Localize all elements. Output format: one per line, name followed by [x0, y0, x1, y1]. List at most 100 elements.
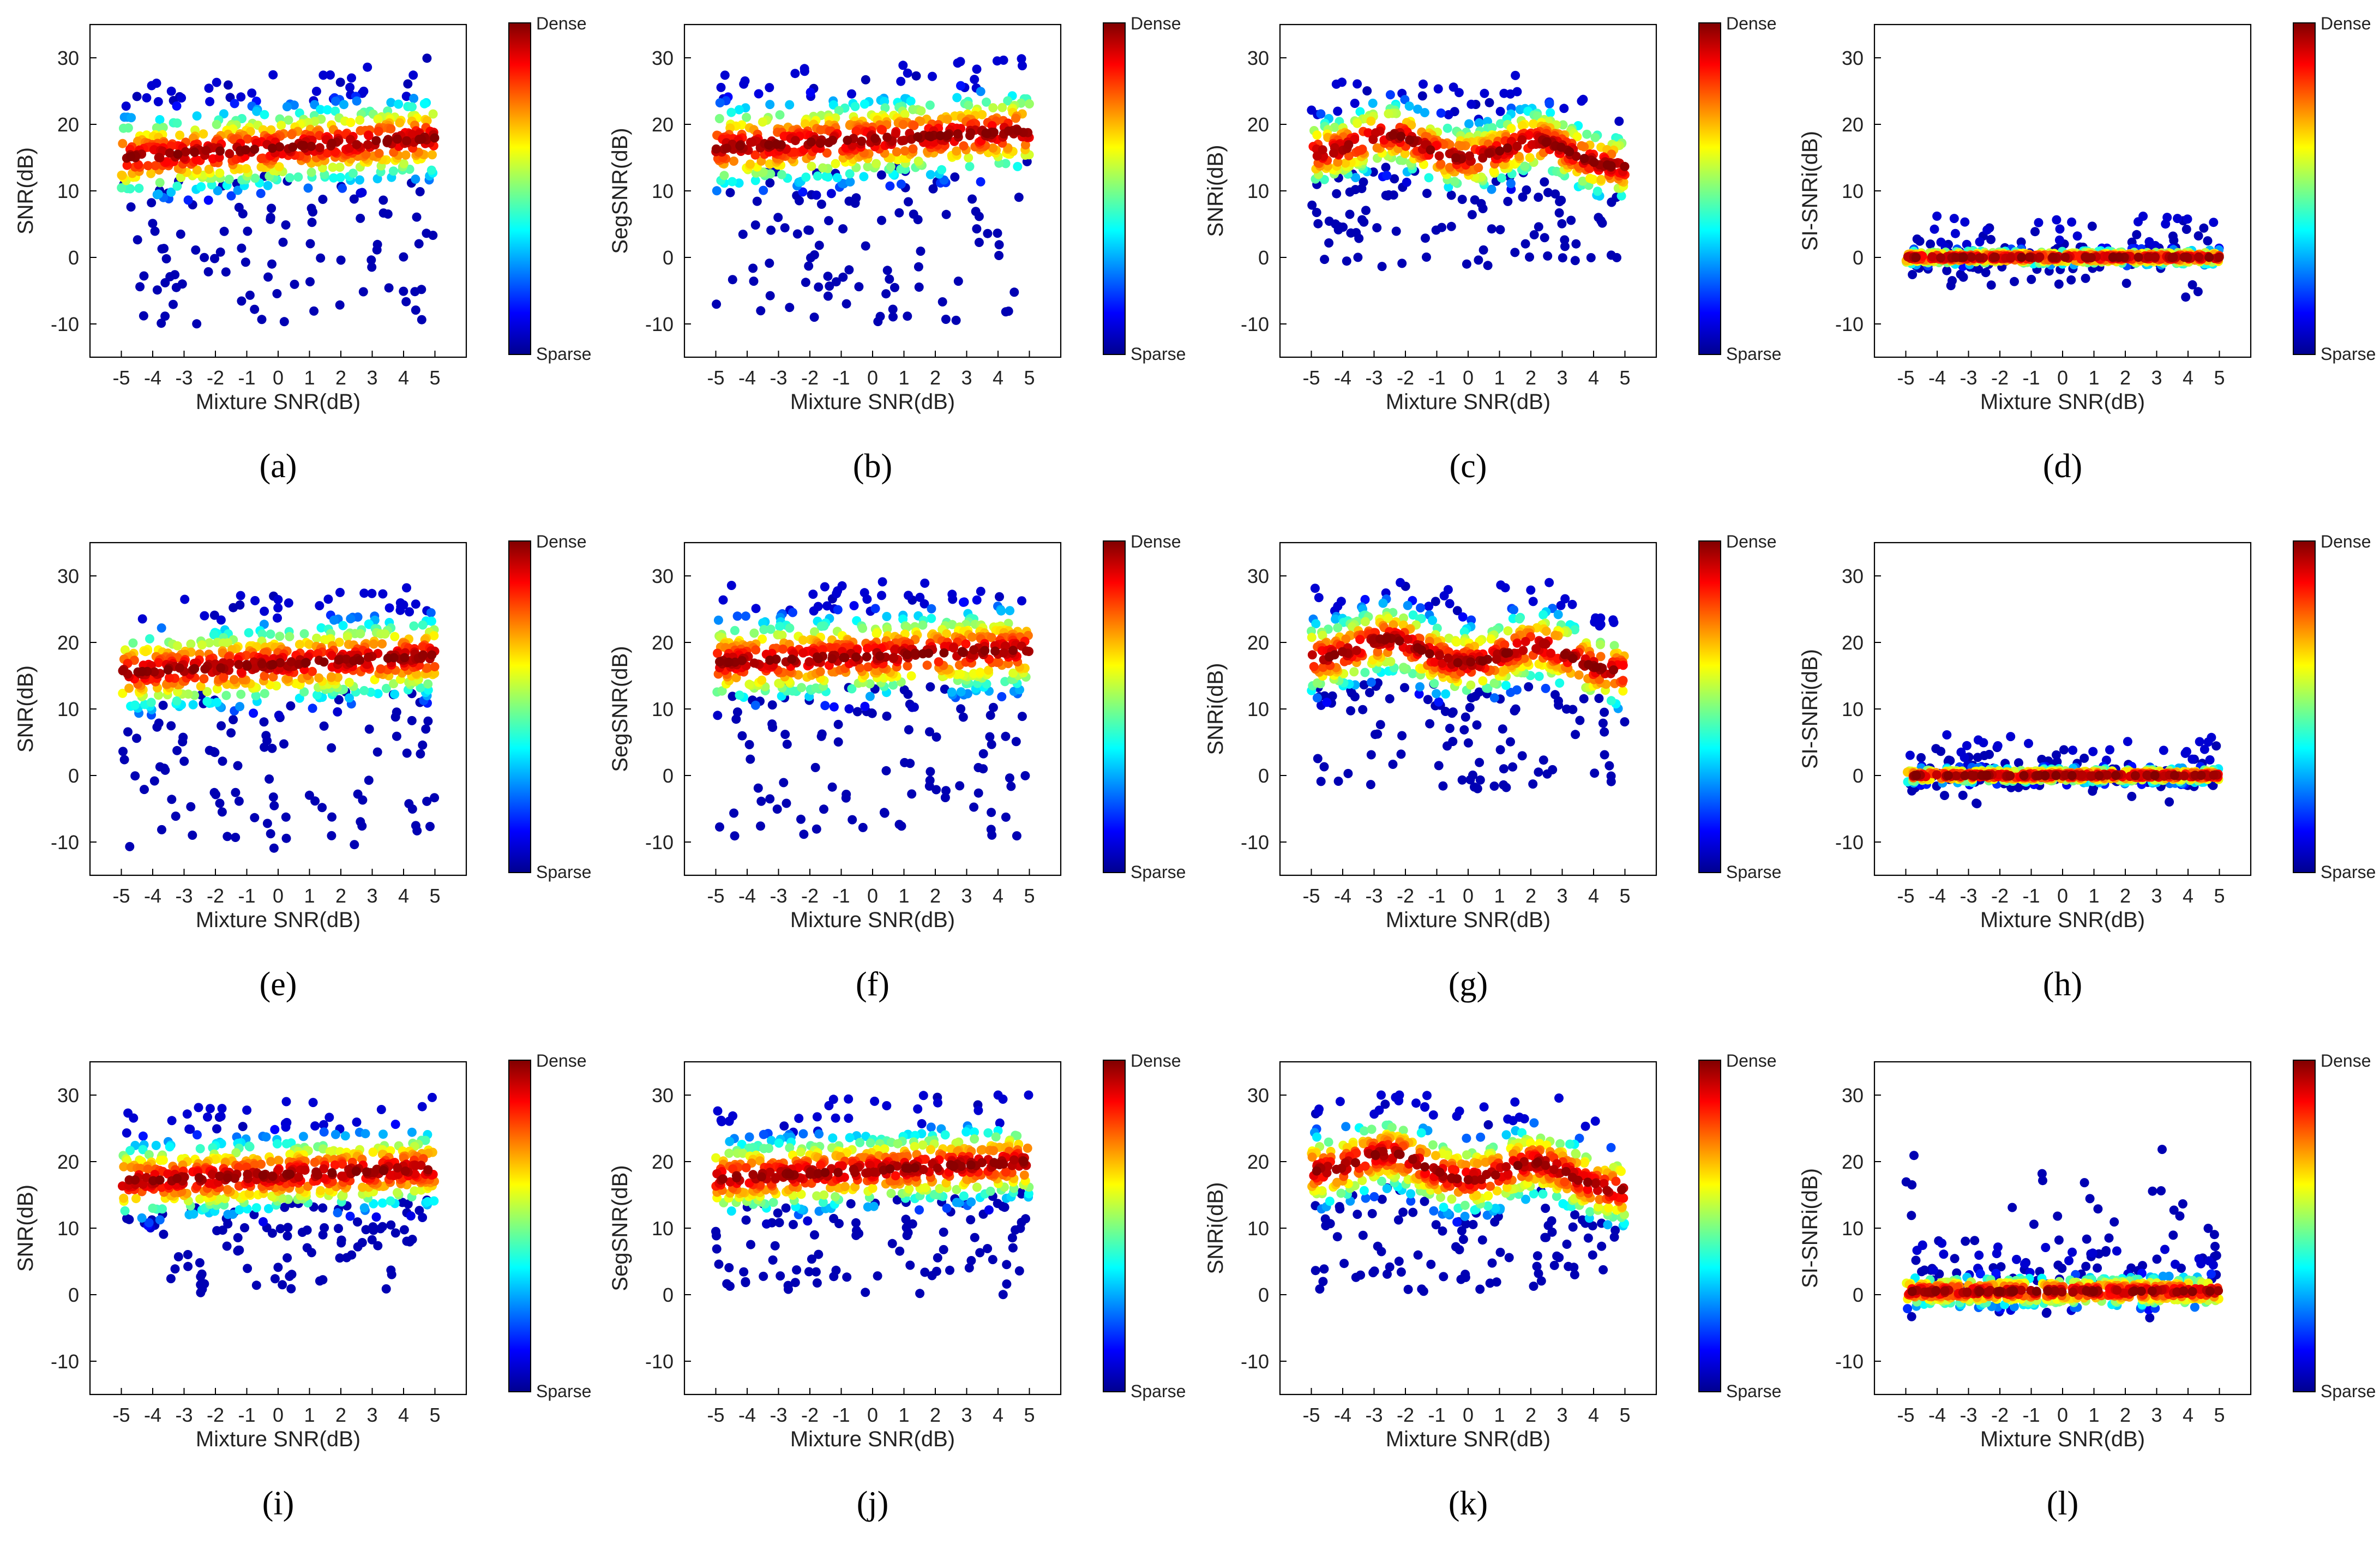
scatter-point [229, 603, 238, 612]
scatter-point [311, 87, 321, 96]
scatter-point [2108, 253, 2118, 262]
scatter-point [1451, 153, 1461, 163]
scatter-point [994, 251, 1004, 260]
scatter-point [1423, 695, 1433, 705]
scatter-point [913, 157, 923, 166]
scatter-point [250, 304, 260, 314]
scatter-point [1916, 753, 1926, 762]
scatter-point [2214, 252, 2224, 262]
scatter-point [1382, 634, 1392, 644]
scatter-point [1506, 179, 1516, 188]
scatter-point [1001, 731, 1011, 741]
scatter-point [916, 247, 925, 256]
scatter-point [1467, 210, 1477, 220]
x-axis-label: Mixture SNR(dB) [1386, 908, 1550, 932]
scatter-point [865, 692, 875, 701]
scatter-point [952, 146, 961, 156]
scatter-point [127, 113, 136, 123]
scatter-point [862, 652, 872, 662]
scatter-point [118, 123, 128, 133]
scatter-point [350, 840, 359, 850]
colorbar-sparse-label: Sparse [536, 344, 591, 364]
scatter-point [1498, 724, 1507, 734]
scatter-point [790, 136, 800, 146]
scatter-point [152, 123, 161, 133]
x-tick-label: 0 [867, 885, 878, 907]
scatter-point [957, 647, 967, 657]
y-tick-label: 20 [1247, 632, 1269, 654]
scatter-point [306, 167, 316, 177]
colorbar-dense-label: Dense [1726, 14, 1777, 33]
scatter-point [134, 183, 144, 193]
scatter-point [981, 128, 991, 138]
scatter-point [274, 711, 284, 720]
scatter-point [1512, 638, 1522, 648]
scatter-point [1499, 764, 1508, 774]
scatter-point [953, 129, 963, 139]
x-tick-label: 2 [930, 366, 941, 389]
scatter-point [1479, 245, 1488, 255]
scatter-point [1434, 697, 1444, 707]
scatter-point [1325, 652, 1335, 662]
scatter-point [1020, 140, 1030, 150]
y-tick-label: 20 [652, 113, 674, 136]
scatter-point [366, 255, 376, 265]
scatter-point [1390, 174, 1399, 184]
scatter-point [165, 148, 175, 158]
scatter-point [1485, 98, 1494, 107]
scatter-point [1355, 635, 1365, 645]
scatter-point [125, 841, 135, 851]
scatter-point [338, 621, 348, 630]
scatter-point [1510, 706, 1519, 716]
scatter-point [1008, 646, 1018, 656]
scatter-point [1485, 148, 1494, 158]
scatter-point [941, 786, 951, 796]
scatter-point [994, 657, 1003, 667]
scatter-point [348, 169, 358, 178]
scatter-point [1514, 152, 1524, 161]
scatter-point [1332, 189, 1342, 199]
x-tick-label: 4 [993, 885, 1003, 907]
scatter-point [1316, 777, 1326, 786]
scatter-point [1592, 187, 1602, 196]
scatter-point [964, 100, 973, 110]
panel-caption: (g) [1449, 966, 1488, 1003]
scatter-point [756, 306, 766, 316]
scatter-point [1396, 749, 1406, 759]
scatter-point [390, 632, 400, 641]
scatter-point [267, 259, 277, 269]
scatter-point [1444, 110, 1453, 119]
scatter-point [399, 252, 408, 262]
scatter-point [730, 626, 740, 635]
y-axis-label: SNRi(dB) [1204, 145, 1228, 237]
scatter-point [1905, 750, 1915, 760]
scatter-point [806, 87, 815, 97]
scatter-point [1017, 54, 1026, 64]
scatter-point [2187, 280, 2197, 290]
scatter-point [1946, 281, 1956, 291]
scatter-point [1590, 768, 1600, 778]
scatter-point [166, 187, 176, 197]
scatter-point [807, 161, 816, 171]
scatter-point [844, 265, 854, 275]
scatter-point [364, 131, 374, 141]
scatter-point [815, 139, 825, 148]
scatter-point [832, 589, 842, 598]
x-tick-label: -5 [112, 885, 130, 907]
scatter-point [423, 679, 433, 689]
scatter-point [988, 143, 998, 153]
scatter-point [1422, 189, 1432, 199]
scatter-point [997, 692, 1007, 701]
scatter-point [243, 226, 253, 236]
scatter-point [872, 629, 881, 639]
panel-caption: (e) [260, 966, 297, 1003]
scatter-point [995, 592, 1004, 602]
scatter-point [1596, 620, 1606, 629]
scatter-point [200, 253, 209, 262]
scatter-point [307, 218, 317, 227]
scatter-point [2165, 797, 2174, 807]
y-tick-label: -10 [645, 313, 674, 335]
scatter-point [374, 148, 384, 158]
